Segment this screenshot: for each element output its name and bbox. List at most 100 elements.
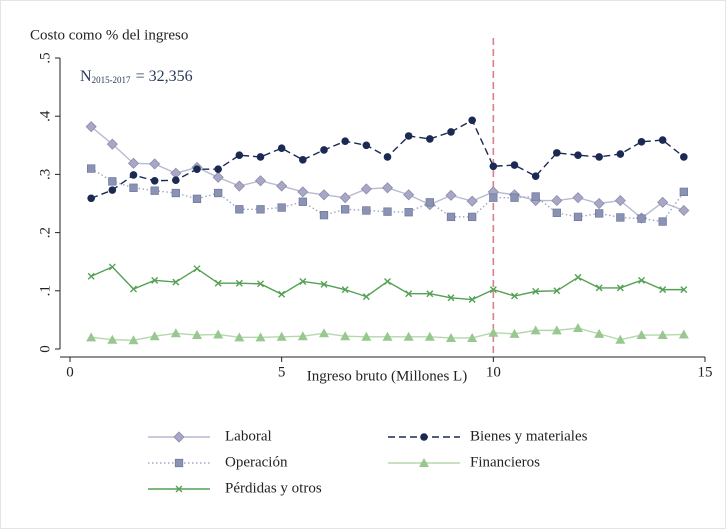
marker [657,330,668,340]
annotation-rest: = 32,356 [136,68,193,85]
marker [85,121,97,133]
marker [383,207,392,216]
marker [381,182,394,194]
marker [277,203,286,212]
marker [214,279,222,287]
marker [573,212,583,222]
marker [233,180,245,192]
legend-label: Financieros [470,454,540,470]
marker [679,187,688,197]
marker [172,176,180,185]
marker [383,153,392,161]
marker [657,196,669,208]
marker [235,279,243,287]
marker [531,172,540,180]
marker [573,323,583,333]
x-tick-label: 10 [486,364,501,380]
marker [360,183,372,195]
x-tick-label: 0 [66,364,74,380]
marker [319,210,329,220]
marker [658,217,667,226]
marker [106,138,118,150]
marker [420,433,428,441]
marker [234,332,245,342]
marker [341,286,349,294]
marker [680,286,688,294]
marker [616,284,624,292]
legend-label: Laboral [225,428,272,444]
marker [530,325,541,335]
marker [489,286,497,294]
marker [616,213,625,222]
annotation-subscript: 2015-2017 [92,75,131,85]
marker [319,328,329,338]
marker [468,212,477,222]
marker [531,192,540,201]
marker [214,188,223,198]
y-tick-label: .2 [37,227,53,238]
marker [637,214,646,223]
marker [637,138,646,146]
annotation: N2015-2017 = 32,356 [80,68,193,85]
marker [553,287,561,295]
marker [404,208,413,217]
marker [468,116,476,125]
marker [404,132,413,140]
marker [175,485,183,493]
marker [615,334,626,344]
marker [192,330,202,340]
legend-label: Bienes y materiales [470,428,588,444]
marker [405,290,413,298]
y-axis-title: Costo como % del ingreso [30,27,188,43]
marker [680,153,688,161]
marker [595,209,604,218]
marker [511,292,518,300]
x-axis-title: Ingreso bruto (Millones L) [307,368,467,384]
marker [595,153,603,161]
marker [150,186,159,195]
y-tick-label: .1 [37,285,53,296]
marker [257,280,264,288]
marker [572,192,584,204]
y-tick-label: .5 [37,52,53,63]
marker [362,206,371,215]
marker [235,205,244,214]
y-tick-label: .3 [37,169,53,180]
marker [320,146,328,154]
marker [318,189,330,201]
marker [425,198,434,207]
marker [108,263,116,271]
marker [426,135,434,143]
marker [446,332,456,342]
marker [149,331,160,341]
marker [509,328,520,338]
marker [150,177,159,185]
marker [320,280,328,288]
marker [149,158,161,170]
x-tick-label: 5 [278,364,286,380]
marker [636,330,647,340]
marker [174,458,184,468]
marker [235,151,244,159]
marker [426,290,434,298]
marker [551,325,562,335]
legend-label: Operación [225,454,288,470]
marker [616,150,625,158]
marker [212,171,224,183]
marker [256,205,265,214]
marker [384,277,391,285]
marker [659,286,667,294]
marker [468,296,476,304]
marker [278,290,286,298]
marker [551,195,563,207]
marker [193,265,201,273]
marker [466,195,478,207]
marker [574,273,582,281]
marker [87,164,96,173]
marker [297,331,308,341]
marker [107,334,118,344]
marker [447,128,455,136]
